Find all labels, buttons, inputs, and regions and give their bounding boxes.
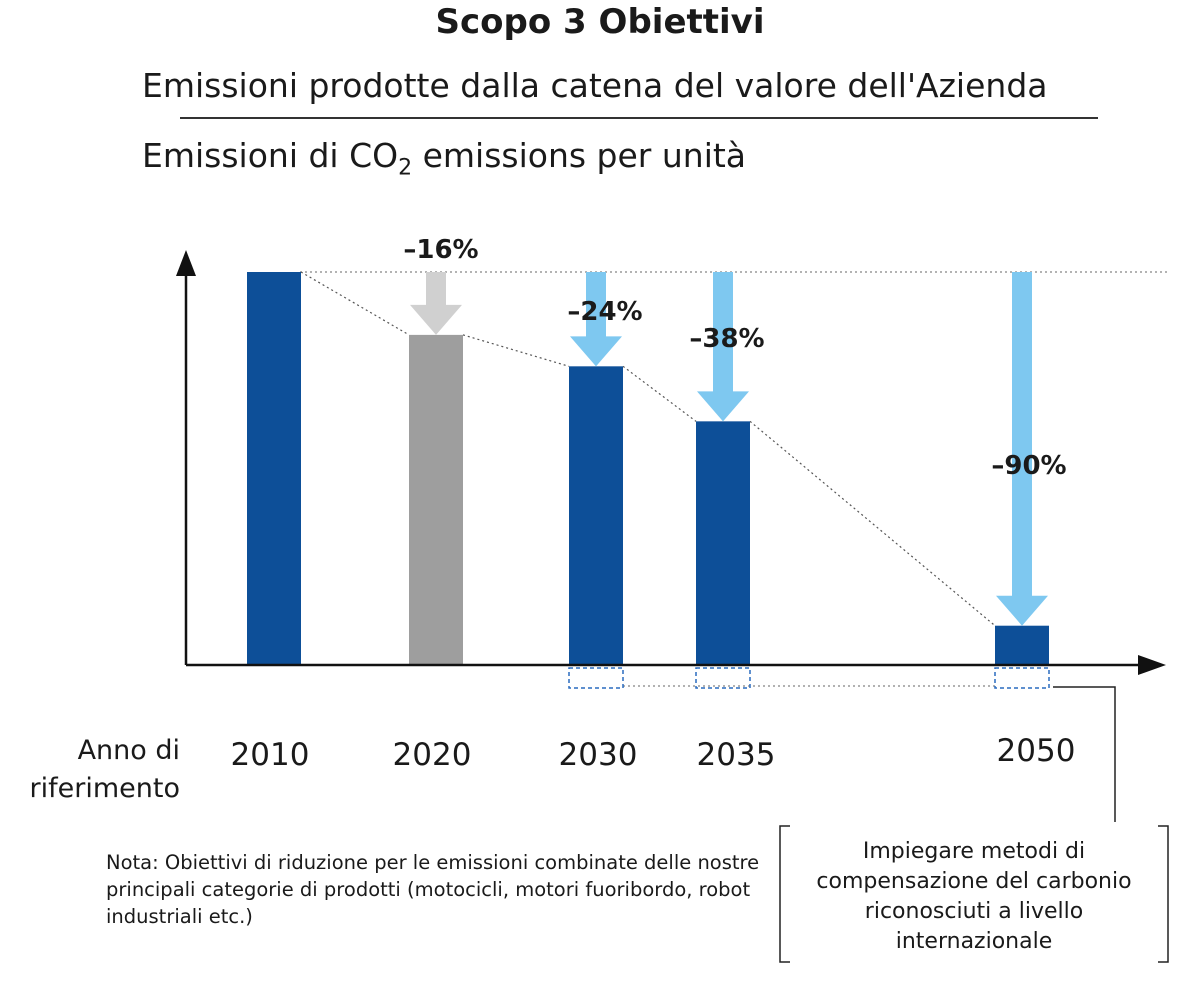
x-axis-arrow — [1138, 655, 1166, 675]
x-tick-label-2035: 2035 — [697, 737, 776, 773]
footnote: Nota: Obiettivi di riduzione per le emis… — [106, 851, 760, 928]
chart-subtitle: Emissioni prodotte dalla catena del valo… — [142, 66, 1048, 105]
bar-2020 — [409, 334, 463, 665]
chart-subtitle-metric: Emissioni di CO2 emissions per unità — [142, 136, 746, 181]
trend-connector — [622, 365, 697, 422]
bar-2035 — [696, 421, 750, 665]
x-tick-label-2020: 2020 — [393, 737, 472, 773]
x-tick-label-2030: 2030 — [559, 737, 638, 773]
reduction-label-2030: –24% — [567, 297, 642, 327]
reduction-label-2050: –90% — [991, 451, 1066, 481]
x-tick-label-2050: 2050 — [997, 733, 1076, 769]
reduction-arrow-2020 — [410, 272, 462, 335]
chart-title: Scopo 3 Obiettivi — [435, 2, 765, 42]
reduction-arrow-2030 — [570, 272, 622, 367]
reduction-arrow-2050 — [996, 272, 1048, 626]
trend-connector — [462, 334, 570, 367]
reduction-label-2020: –16% — [403, 235, 478, 265]
annotation-bracket-right — [1158, 825, 1169, 963]
x-tick-label-2010: 2010 — [231, 737, 310, 773]
subtitle-metric-subscript: 2 — [398, 155, 413, 181]
reduction-label-2035: –38% — [689, 324, 764, 354]
y-axis-arrow — [176, 250, 196, 276]
bar-2010 — [247, 272, 301, 665]
x-axis-label: Anno di riferimento — [30, 732, 180, 808]
subtitle-metric-prefix: Emissioni di CO — [142, 136, 399, 175]
annotation-leader-line — [1053, 686, 1116, 822]
x-axis-label-line2: riferimento — [29, 773, 180, 804]
offset-box-2030 — [568, 667, 624, 689]
subtitle-metric-suffix: emissions per unità — [412, 136, 747, 175]
trend-connector — [749, 420, 996, 627]
offset-box-2050 — [994, 667, 1050, 689]
bar-2050 — [995, 625, 1049, 665]
bar-2030 — [569, 366, 623, 665]
title-divider — [180, 117, 1098, 119]
offset-box-2035 — [695, 667, 751, 689]
x-axis-label-line1: Anno di — [77, 735, 180, 766]
offset-annotation-text: Impiegare metodi di compensazione del ca… — [816, 839, 1132, 954]
reduction-arrow-2035 — [697, 272, 749, 422]
trend-connector — [300, 271, 410, 336]
annotation-bracket-left — [779, 825, 790, 963]
